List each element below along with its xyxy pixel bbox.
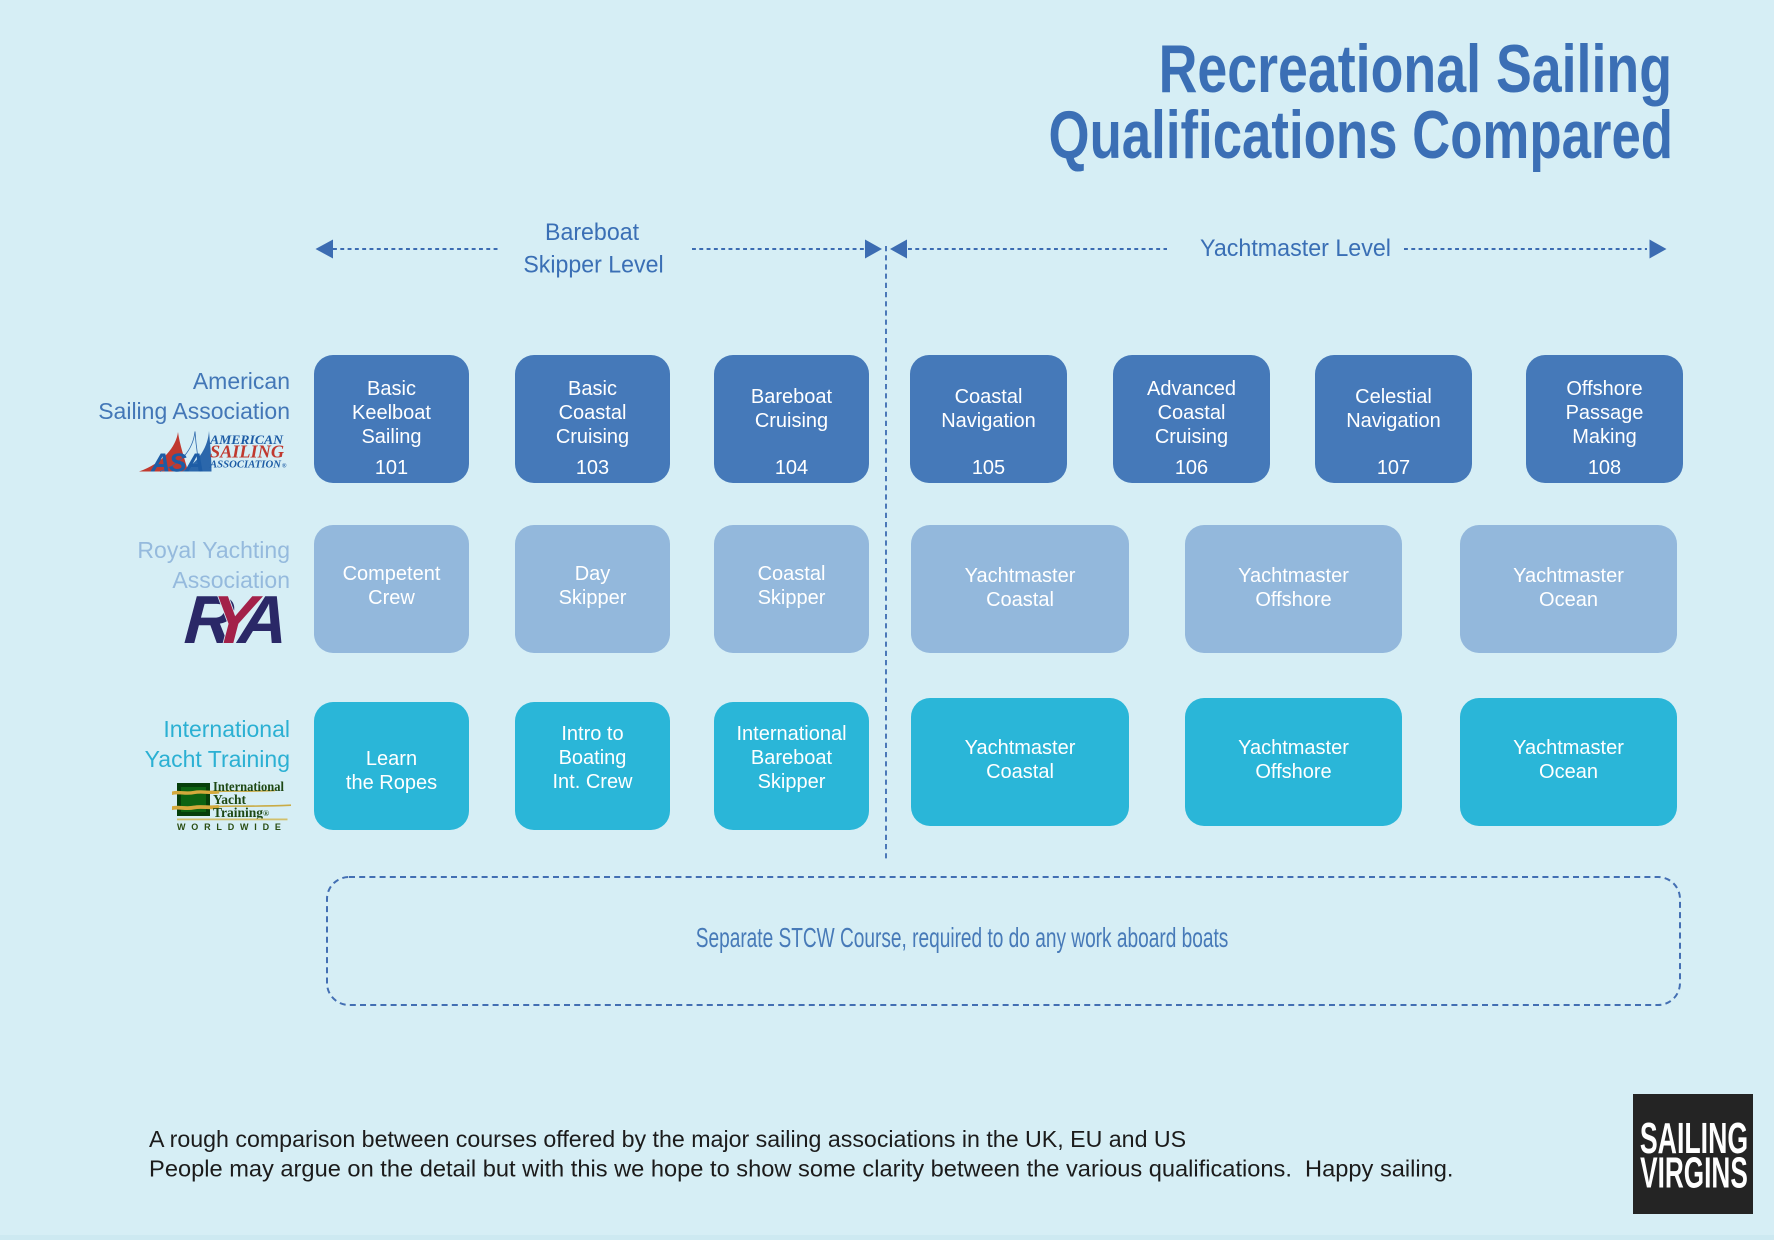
svg-text:Skipper Level: Skipper Level bbox=[523, 251, 663, 277]
svg-text:ASA: ASA bbox=[150, 448, 203, 478]
svg-text:Bareboat: Bareboat bbox=[545, 219, 639, 245]
svg-text:Yachtmaster Level: Yachtmaster Level bbox=[1200, 236, 1391, 262]
svg-text:Training®: Training® bbox=[213, 805, 269, 820]
svg-text:ASSOCIATION: ASSOCIATION bbox=[209, 460, 281, 471]
svg-text:Separate STCW Course, required: Separate STCW Course, required to do any… bbox=[696, 922, 1229, 954]
svg-text:SAILING: SAILING bbox=[1640, 1113, 1748, 1163]
svg-text:Yacht: Yacht bbox=[213, 792, 247, 807]
svg-text:Recreational Sailing: Recreational Sailing bbox=[1159, 31, 1672, 106]
svg-text:AMERICAN: AMERICAN bbox=[209, 433, 284, 447]
svg-text:VIRGINS: VIRGINS bbox=[1640, 1147, 1748, 1197]
svg-text:International: International bbox=[213, 779, 284, 794]
svg-text:WORLDWIDE: WORLDWIDE bbox=[177, 822, 287, 832]
svg-text:SAILING: SAILING bbox=[210, 442, 284, 462]
svg-text:People may argue on the detail: People may argue on the detail but with … bbox=[149, 1156, 1453, 1182]
svg-text:R: R bbox=[184, 590, 237, 648]
svg-text:®: ® bbox=[282, 463, 287, 470]
svg-text:A rough comparison between cou: A rough comparison between courses offer… bbox=[149, 1126, 1186, 1152]
svg-text:Qualifications Compared: Qualifications Compared bbox=[1049, 97, 1674, 173]
svg-text:A: A bbox=[234, 590, 290, 648]
